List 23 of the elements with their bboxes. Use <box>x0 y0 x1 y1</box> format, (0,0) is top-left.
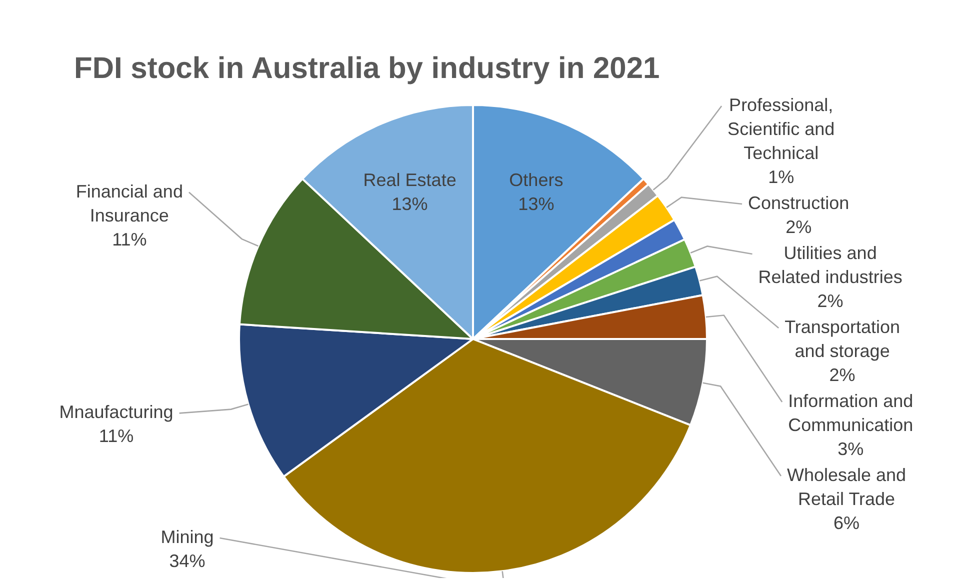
slice-label: Mining <box>160 526 214 547</box>
data-label: 13% <box>392 194 428 214</box>
data-label: 13% <box>518 194 554 214</box>
slice-label: Construction <box>748 193 850 214</box>
data-label: 11% <box>98 426 134 446</box>
slice-label: Financial and Insurance <box>76 181 183 226</box>
slice-label: Utilities and Related industries <box>758 243 902 288</box>
data-label: 2% <box>817 291 844 312</box>
slice-label: Real Estate <box>363 170 456 190</box>
data-label: 2% <box>829 365 856 386</box>
slice-label: Mnaufacturing <box>59 402 174 422</box>
data-label: 11% <box>112 229 147 250</box>
slice-label: Transportation and storage <box>784 317 900 362</box>
chart-title: FDI stock in Australia by industry in 2021 <box>74 52 660 86</box>
data-label: 3% <box>838 439 864 460</box>
data-label: 1% <box>768 167 794 188</box>
slice-label: Others <box>509 170 564 190</box>
slice-label: Professional, Scientific and Technical <box>728 95 835 164</box>
data-label: 2% <box>786 217 812 238</box>
data-label: 6% <box>834 513 860 534</box>
slice-label: Wholesale and Retail Trade <box>786 465 906 510</box>
slice-label: Information and Communication <box>788 391 914 436</box>
data-label: 34% <box>169 550 206 571</box>
